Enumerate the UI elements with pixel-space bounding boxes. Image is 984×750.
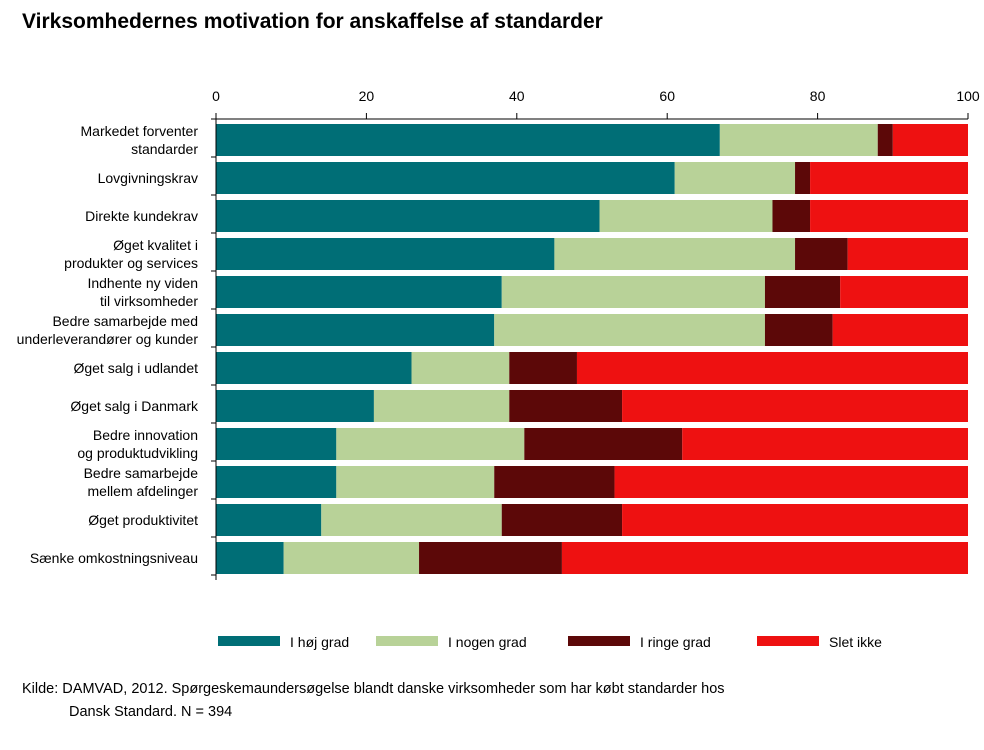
x-tick-label: 60 (659, 88, 675, 104)
bar-segment (216, 200, 600, 232)
bar-segment (216, 466, 337, 498)
category-label: Bedre innovation og produktudvikling (77, 427, 198, 461)
bar-segment (622, 390, 968, 422)
bar-segment (892, 124, 968, 156)
x-tick-label: 80 (810, 88, 826, 104)
bar-segment (216, 162, 675, 194)
x-axis-ticks: 0 20 40 60 80 100 (212, 88, 980, 104)
bar-segment (576, 352, 968, 384)
category-label: Direkte kundekrav (85, 208, 198, 224)
bar-segment (216, 124, 720, 156)
bar-segment (216, 428, 337, 460)
bar-segment (501, 276, 765, 308)
legend-swatch (376, 636, 438, 646)
source-line-1: Kilde: DAMVAD, 2012. Spørgeskemaundersøg… (22, 681, 725, 697)
bar-segment (810, 200, 968, 232)
bar-segment (494, 314, 765, 346)
bar-segment (216, 390, 374, 422)
category-label: Sænke omkostningsniveau (30, 550, 198, 566)
bar-segment (674, 162, 796, 194)
bar-segment (840, 276, 968, 308)
bar-segment (509, 352, 577, 384)
bar-segment (682, 428, 968, 460)
bar-segment (877, 124, 893, 156)
legend: I høj grad I nogen grad I ringe grad Slet i… (218, 634, 882, 650)
bar-segment (216, 314, 495, 346)
legend-swatch (218, 636, 280, 646)
bar-segment (216, 276, 502, 308)
category-label: Bedre samarbejde med underleverandører og… (17, 313, 199, 347)
legend-swatch (568, 636, 630, 646)
category-label: Markedet forventer standarder (81, 123, 199, 157)
bar-segment (373, 390, 510, 422)
bar-segment (283, 542, 420, 574)
bar-segment (216, 504, 322, 536)
category-label: Indhente ny viden til virksomheder (87, 275, 198, 309)
axis-lines (211, 113, 969, 580)
bar-segment (411, 352, 510, 384)
bar-segment (216, 352, 412, 384)
category-label: Øget produktivitet (88, 512, 198, 528)
bar-segment (795, 162, 811, 194)
bar-segment (494, 466, 615, 498)
legend-label: I ringe grad (640, 634, 711, 650)
bar-segment (509, 390, 623, 422)
x-tick-label: 20 (359, 88, 375, 104)
bar-segment (336, 428, 525, 460)
chart-title: Virksomhedernes motivation for anskaffel… (22, 10, 603, 33)
bar-segment (832, 314, 968, 346)
legend-label: I nogen grad (448, 634, 527, 650)
stacked-bar-chart: 0 20 40 60 80 100 Markedet forventer standarde… (17, 88, 980, 650)
bar-segment (599, 200, 773, 232)
bar-segment (810, 162, 968, 194)
bar-segment (719, 124, 878, 156)
bar-segment (216, 542, 284, 574)
source-line-2: Dansk Standard. N = 394 (69, 704, 233, 720)
bar-segment (764, 314, 833, 346)
category-label: Øget salg i udlandet (73, 360, 198, 376)
bar-segment (524, 428, 683, 460)
legend-label: Slet ikke (829, 634, 882, 650)
bar-segment (795, 238, 848, 270)
category-label: Øget salg i Danmark (70, 398, 199, 414)
bar-segment (419, 542, 562, 574)
bar-segment (554, 238, 796, 270)
legend-swatch (757, 636, 819, 646)
bar-segment (847, 238, 968, 270)
bar-segment (614, 466, 968, 498)
x-tick-label: 0 (212, 88, 220, 104)
bar-segment (336, 466, 495, 498)
bar-segment (764, 276, 841, 308)
bar-segment (622, 504, 968, 536)
category-labels: Markedet forventer standarder Lovgivningsk… (17, 123, 199, 566)
bar-segment (772, 200, 811, 232)
bar-segment (561, 542, 968, 574)
source-note: Kilde: DAMVAD, 2012. Spørgeskemaundersøg… (22, 678, 725, 724)
bar-segment (216, 238, 555, 270)
category-label: Lovgivningskrav (98, 170, 198, 186)
bars (216, 124, 968, 574)
x-tick-label: 40 (509, 88, 525, 104)
category-label: Øget kvalitet i produkter og services (64, 237, 198, 271)
x-tick-label: 100 (956, 88, 980, 104)
bar-segment (321, 504, 502, 536)
legend-label: I høj grad (290, 634, 349, 650)
category-label: Bedre samarbejde mellem afdelinger (84, 465, 199, 499)
bar-segment (501, 504, 623, 536)
